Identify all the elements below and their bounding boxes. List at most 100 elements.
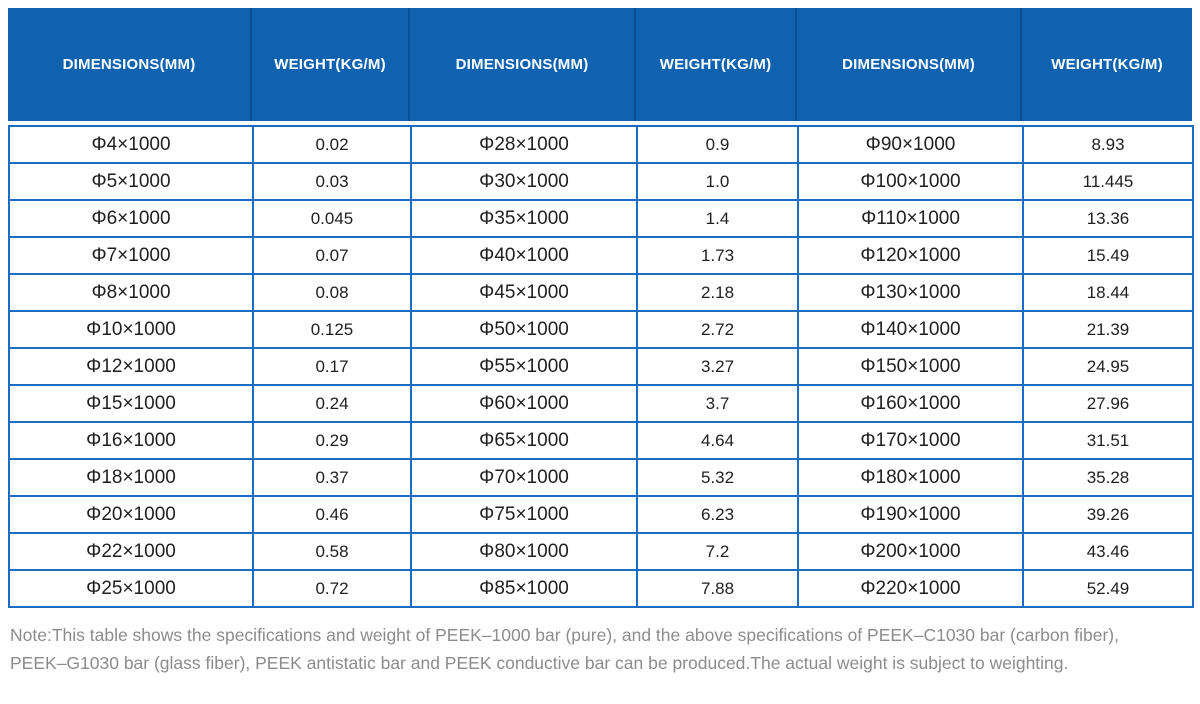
- dimension-cell: Φ200×1000: [797, 532, 1024, 571]
- dimension-cell: Φ28×1000: [410, 125, 638, 164]
- weight-cell: 8.93: [1022, 125, 1194, 164]
- dimension-cell: Φ15×1000: [8, 384, 254, 423]
- weight-cell: 4.64: [636, 421, 799, 460]
- spec-table: Φ4×1000 0.02 Φ28×1000 0.9 Φ90×1000 8.93 Φ5×100…: [8, 125, 1194, 608]
- weight-cell: 24.95: [1022, 347, 1194, 386]
- weight-cell: 7.2: [636, 532, 799, 571]
- table-row: Φ15×1000 0.24 Φ60×1000 3.7 Φ160×1000 27.96: [8, 384, 1194, 423]
- dimension-cell: Φ55×1000: [410, 347, 638, 386]
- dimension-cell: Φ6×1000: [8, 199, 254, 238]
- weight-cell: 0.58: [252, 532, 412, 571]
- dimension-cell: Φ7×1000: [8, 236, 254, 275]
- dimension-cell: Φ170×1000: [797, 421, 1024, 460]
- weight-cell: 0.9: [636, 125, 799, 164]
- header-cell-weight-1: WEIGHT(KG/M): [252, 8, 410, 121]
- weight-cell: 39.26: [1022, 495, 1194, 534]
- dimension-cell: Φ190×1000: [797, 495, 1024, 534]
- table-row: Φ16×1000 0.29 Φ65×1000 4.64 Φ170×1000 31.51: [8, 421, 1194, 460]
- dimension-cell: Φ22×1000: [8, 532, 254, 571]
- table-row: Φ25×1000 0.72 Φ85×1000 7.88 Φ220×1000 52.49: [8, 569, 1194, 608]
- weight-cell: 35.28: [1022, 458, 1194, 497]
- dimension-cell: Φ40×1000: [410, 236, 638, 275]
- dimension-cell: Φ120×1000: [797, 236, 1024, 275]
- table-row: Φ8×1000 0.08 Φ45×1000 2.18 Φ130×1000 18.44: [8, 273, 1194, 312]
- dimension-cell: Φ140×1000: [797, 310, 1024, 349]
- weight-cell: 3.27: [636, 347, 799, 386]
- weight-cell: 11.445: [1022, 162, 1194, 201]
- dimension-cell: Φ85×1000: [410, 569, 638, 608]
- weight-cell: 18.44: [1022, 273, 1194, 312]
- dimension-cell: Φ130×1000: [797, 273, 1024, 312]
- spec-table-body: Φ4×1000 0.02 Φ28×1000 0.9 Φ90×1000 8.93 Φ5×100…: [8, 125, 1194, 608]
- table-row: Φ5×1000 0.03 Φ30×1000 1.0 Φ100×1000 11.445: [8, 162, 1194, 201]
- dimension-cell: Φ90×1000: [797, 125, 1024, 164]
- weight-cell: 21.39: [1022, 310, 1194, 349]
- dimension-cell: Φ10×1000: [8, 310, 254, 349]
- weight-cell: 0.125: [252, 310, 412, 349]
- dimension-cell: Φ12×1000: [8, 347, 254, 386]
- dimension-cell: Φ75×1000: [410, 495, 638, 534]
- note-line-1: Note:This table shows the specifications…: [10, 625, 1119, 645]
- weight-cell: 0.08: [252, 273, 412, 312]
- weight-cell: 0.045: [252, 199, 412, 238]
- header-cell-weight-2: WEIGHT(KG/M): [636, 8, 797, 121]
- dimension-cell: Φ5×1000: [8, 162, 254, 201]
- weight-cell: 1.0: [636, 162, 799, 201]
- weight-cell: 0.29: [252, 421, 412, 460]
- dimension-cell: Φ150×1000: [797, 347, 1024, 386]
- table-note: Note:This table shows the specifications…: [10, 621, 1190, 677]
- dimension-cell: Φ70×1000: [410, 458, 638, 497]
- dimension-cell: Φ45×1000: [410, 273, 638, 312]
- dimension-cell: Φ30×1000: [410, 162, 638, 201]
- dimension-cell: Φ25×1000: [8, 569, 254, 608]
- weight-cell: 1.73: [636, 236, 799, 275]
- weight-cell: 2.18: [636, 273, 799, 312]
- spec-sheet: DIMENSIONS(MM) WEIGHT(KG/M) DIMENSIONS(M…: [8, 8, 1194, 677]
- weight-cell: 0.07: [252, 236, 412, 275]
- header-cell-dimensions-3: DIMENSIONS(MM): [797, 8, 1022, 121]
- weight-cell: 0.17: [252, 347, 412, 386]
- weight-cell: 0.24: [252, 384, 412, 423]
- header-cell-weight-3: WEIGHT(KG/M): [1051, 56, 1163, 73]
- weight-cell: 13.36: [1022, 199, 1194, 238]
- note-line-2: PEEK–G1030 bar (glass fiber), PEEK antis…: [10, 653, 1069, 673]
- dimension-cell: Φ4×1000: [8, 125, 254, 164]
- dimension-cell: Φ65×1000: [410, 421, 638, 460]
- table-row: Φ12×1000 0.17 Φ55×1000 3.27 Φ150×1000 24.95: [8, 347, 1194, 386]
- dimension-cell: Φ35×1000: [410, 199, 638, 238]
- weight-cell: 0.37: [252, 458, 412, 497]
- table-row: Φ7×1000 0.07 Φ40×1000 1.73 Φ120×1000 15.49: [8, 236, 1194, 275]
- weight-cell: 31.51: [1022, 421, 1194, 460]
- dimension-cell: Φ220×1000: [797, 569, 1024, 608]
- dimension-cell: Φ180×1000: [797, 458, 1024, 497]
- dimension-cell: Φ20×1000: [8, 495, 254, 534]
- weight-cell: 15.49: [1022, 236, 1194, 275]
- weight-cell: 3.7: [636, 384, 799, 423]
- dimension-cell: Φ60×1000: [410, 384, 638, 423]
- dimension-cell: Φ8×1000: [8, 273, 254, 312]
- weight-cell: 6.23: [636, 495, 799, 534]
- dimension-cell: Φ16×1000: [8, 421, 254, 460]
- dimension-cell: Φ80×1000: [410, 532, 638, 571]
- table-row: Φ6×1000 0.045 Φ35×1000 1.4 Φ110×1000 13.36: [8, 199, 1194, 238]
- dimension-cell: Φ160×1000: [797, 384, 1024, 423]
- dimension-cell: Φ18×1000: [8, 458, 254, 497]
- weight-cell: 0.46: [252, 495, 412, 534]
- dimension-cell: Φ110×1000: [797, 199, 1024, 238]
- weight-cell: 7.88: [636, 569, 799, 608]
- table-row: Φ20×1000 0.46 Φ75×1000 6.23 Φ190×1000 39.26: [8, 495, 1194, 534]
- weight-cell: 0.02: [252, 125, 412, 164]
- header-cell-dimensions-2: DIMENSIONS(MM): [410, 8, 636, 121]
- weight-cell: 2.72: [636, 310, 799, 349]
- table-row: Φ4×1000 0.02 Φ28×1000 0.9 Φ90×1000 8.93: [8, 125, 1194, 164]
- weight-cell: 5.32: [636, 458, 799, 497]
- weight-cell: 52.49: [1022, 569, 1194, 608]
- header-cell-dimensions-1: DIMENSIONS(MM): [8, 8, 252, 121]
- weight-cell: 0.72: [252, 569, 412, 608]
- weight-cell: 1.4: [636, 199, 799, 238]
- weight-cell: 0.03: [252, 162, 412, 201]
- dimension-cell: Φ100×1000: [797, 162, 1024, 201]
- table-header-row: DIMENSIONS(MM) WEIGHT(KG/M) DIMENSIONS(M…: [8, 8, 1192, 121]
- weight-cell: 27.96: [1022, 384, 1194, 423]
- weight-cell: 43.46: [1022, 532, 1194, 571]
